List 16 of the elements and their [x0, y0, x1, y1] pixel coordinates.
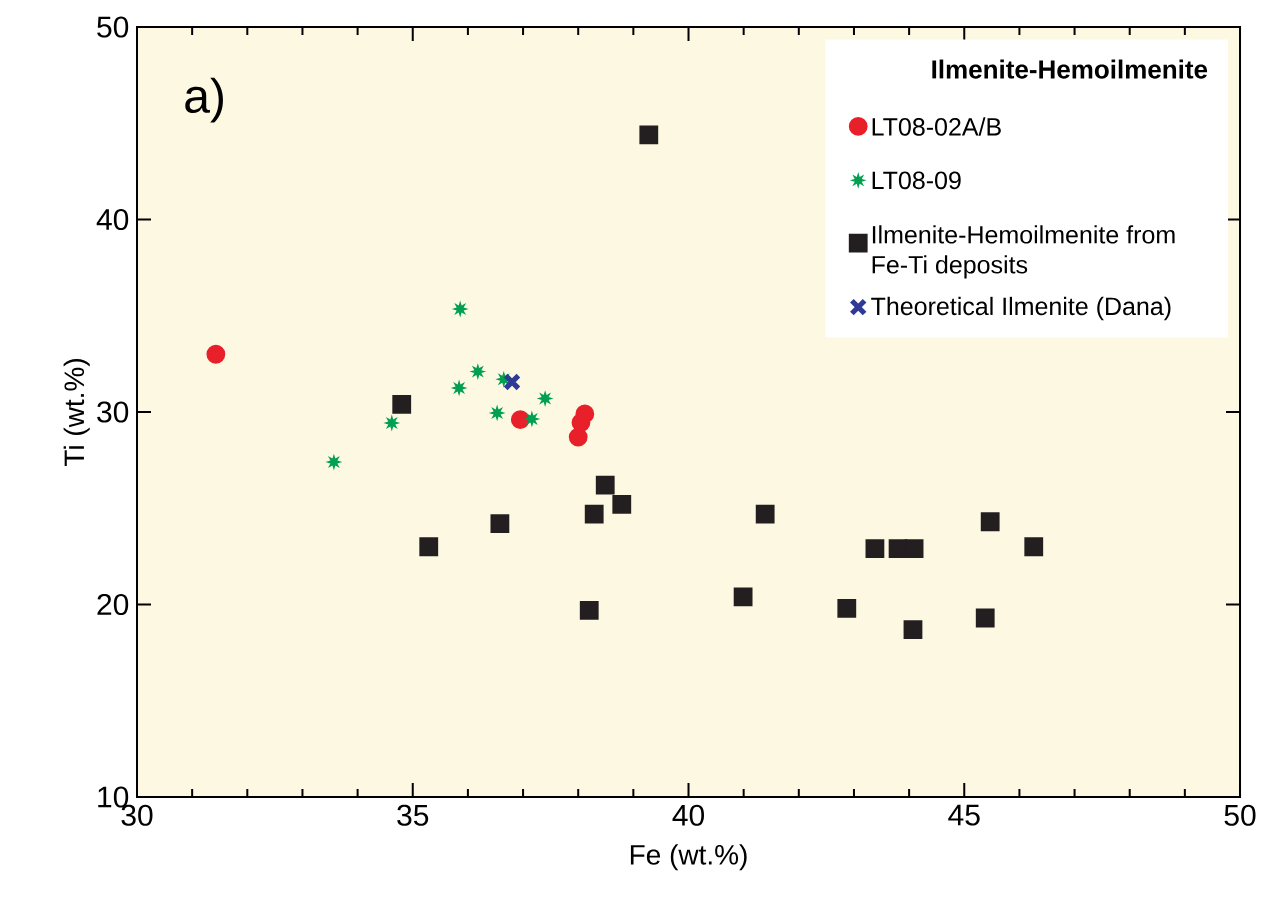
x-tick-label: 50 — [1224, 804, 1256, 826]
x-tick-label: 35 — [397, 804, 429, 826]
y-tick-label: 30 — [97, 401, 129, 423]
x-tick-label: 45 — [948, 804, 980, 826]
y-axis-title: Ti (wt.%) — [63, 359, 90, 467]
annotation: a) — [185, 77, 223, 123]
x-tick-label: 40 — [672, 804, 704, 826]
y-tick-label: 20 — [97, 593, 129, 616]
legend-label: LT08-09 — [872, 171, 961, 190]
legend-label: LT08-02A/B — [872, 117, 1001, 136]
legend-title: Ilmenite-Hemoilmenite — [932, 59, 1208, 79]
y-tick-label: 50 — [97, 16, 129, 38]
x-axis-title: Fe (wt.%) — [630, 844, 747, 871]
legend-label: Theoretical Ilmenite (Dana) — [871, 296, 1171, 321]
legend-label: Ilmenite-Hemoilmenite from Fe-Ti deposits — [872, 225, 1175, 279]
y-tick-label: 40 — [96, 208, 129, 231]
